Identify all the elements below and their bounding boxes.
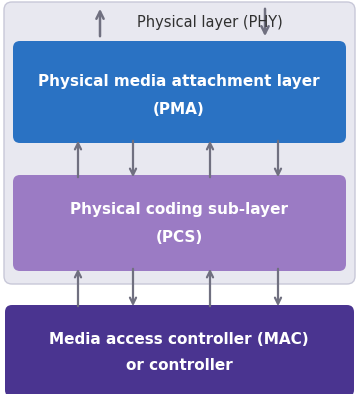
FancyBboxPatch shape [5,305,354,394]
Text: or controller: or controller [126,359,232,374]
Text: (PCS): (PCS) [155,229,202,245]
FancyBboxPatch shape [13,175,346,271]
Text: Physical layer (PHY): Physical layer (PHY) [137,15,283,30]
Text: Media access controller (MAC): Media access controller (MAC) [49,331,309,346]
FancyBboxPatch shape [13,41,346,143]
FancyBboxPatch shape [4,2,355,284]
Text: Physical coding sub-layer: Physical coding sub-layer [70,201,288,216]
Text: (PMA): (PMA) [153,102,205,117]
Text: Physical media attachment layer: Physical media attachment layer [38,74,320,89]
